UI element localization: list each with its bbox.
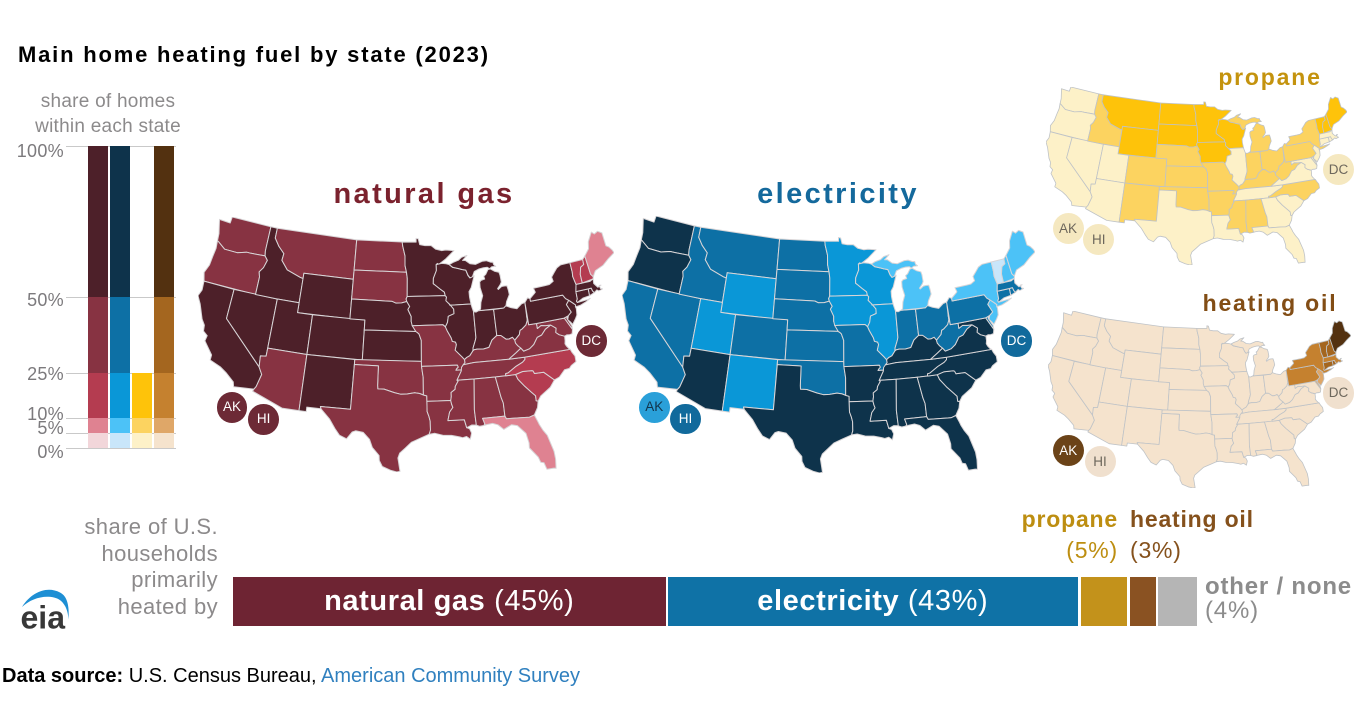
svg-text:eia: eia	[21, 600, 66, 634]
